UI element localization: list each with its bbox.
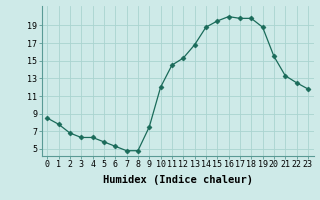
X-axis label: Humidex (Indice chaleur): Humidex (Indice chaleur) — [103, 175, 252, 185]
